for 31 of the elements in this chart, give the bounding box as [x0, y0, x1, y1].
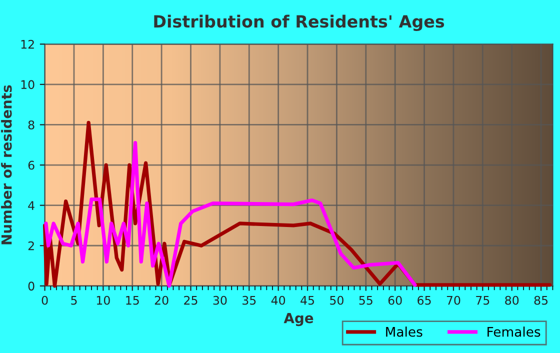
x-tick-label: 10 — [96, 296, 110, 305]
x-tick-label: 45 — [300, 296, 314, 305]
y-axis-title: Number of residents — [1, 85, 12, 244]
x-axis-title: Age — [284, 312, 314, 326]
y-tick-label: 12 — [21, 40, 34, 49]
x-tick-label: 40 — [271, 296, 286, 305]
x-tick-label: 65 — [418, 296, 431, 305]
x-tick-label: 30 — [213, 296, 227, 305]
x-tick-label: 0 — [42, 296, 48, 305]
x-tick-label: 50 — [330, 296, 344, 305]
x-tick-label: 15 — [126, 296, 139, 305]
x-tick-label: 60 — [388, 296, 402, 305]
x-tick-label: 80 — [505, 296, 519, 305]
y-tick-label: 8 — [28, 120, 34, 130]
x-tick-label: 35 — [242, 296, 256, 305]
legend-label: Females — [488, 326, 540, 337]
y-tick-label: 0 — [28, 282, 34, 291]
x-tick-label: 20 — [154, 296, 168, 305]
y-tick-label: 10 — [21, 80, 34, 90]
x-tick-label: 85 — [534, 296, 548, 305]
x-tick-label: 25 — [184, 296, 198, 305]
line-series — [44, 141, 417, 288]
y-tick-label: 6 — [28, 160, 34, 170]
x-tick-label: 5 — [71, 296, 77, 305]
y-tick-label: 2 — [28, 241, 34, 250]
chart-title: Distribution of Residents' Ages — [154, 14, 444, 32]
x-tick-label: 70 — [446, 296, 460, 305]
x-tick-label: 75 — [476, 296, 490, 305]
y-tick-label: 4 — [28, 201, 34, 210]
x-tick-label: 55 — [359, 296, 372, 305]
legend-label: Males — [386, 326, 422, 337]
